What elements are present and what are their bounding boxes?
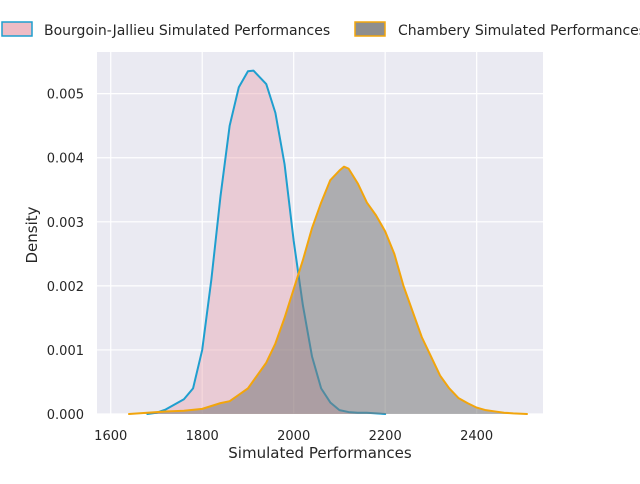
legend-swatch xyxy=(354,21,386,37)
legend-label: Bourgoin-Jallieu Simulated Performances xyxy=(44,23,330,39)
legend-label: Chambery Simulated Performances xyxy=(398,23,640,39)
y-tick-label: 0.002 xyxy=(47,280,84,295)
series-2-area xyxy=(129,166,527,414)
y-tick-label: 0.000 xyxy=(47,408,84,423)
y-axis-label: Density xyxy=(23,206,41,263)
x-tick-label: 2200 xyxy=(369,429,402,444)
legend: Bourgoin-Jallieu Simulated Performances C… xyxy=(1,21,640,39)
y-tick-label: 0.005 xyxy=(47,88,84,103)
y-tick-label: 0.001 xyxy=(47,344,84,359)
series-layer xyxy=(128,69,528,415)
x-tick-label: 2000 xyxy=(277,429,310,444)
series-2-line xyxy=(128,165,528,415)
y-tick-label: 0.003 xyxy=(47,216,84,231)
x-tick-label: 1800 xyxy=(186,429,219,444)
x-tick-label: 1600 xyxy=(94,429,127,444)
x-tick-label: 2400 xyxy=(460,429,493,444)
legend-swatch xyxy=(1,21,33,37)
y-tick-label: 0.004 xyxy=(47,152,84,167)
series-1-area xyxy=(147,70,386,414)
x-axis-label: Simulated Performances xyxy=(228,444,412,462)
axes-layer: 1600 1800 2000 2200 2400 0.000 0.001 0.002 0.003… xyxy=(47,88,493,444)
